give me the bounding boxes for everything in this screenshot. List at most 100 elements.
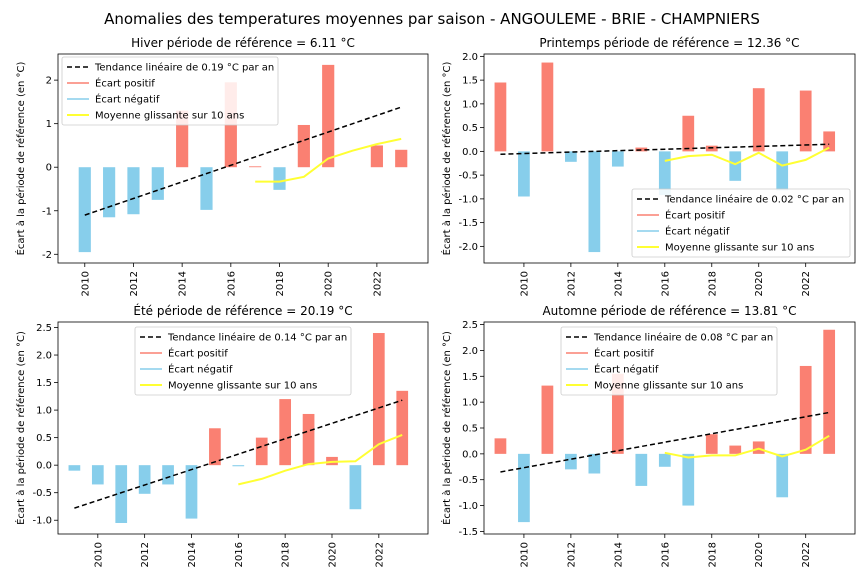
moving-average-line [255, 137, 402, 183]
bar-negative [565, 151, 577, 162]
x-tick-label: 2014 [178, 271, 189, 296]
bar-negative [518, 453, 530, 523]
legend: Tendance linéaire de 0.14 °C par an Écart… [134, 326, 352, 396]
bar-negative [91, 465, 104, 485]
legend-label-pos: Écart positif [594, 347, 654, 360]
y-tick-label: 1.5 [36, 378, 52, 389]
bar-positive [396, 390, 409, 466]
bar-negative [658, 453, 671, 467]
bar-negative [103, 167, 116, 218]
bar-negative [273, 167, 286, 190]
bar-negative [635, 453, 648, 486]
moving-average-line [664, 146, 830, 167]
x-tick-label: 2020 [324, 271, 335, 296]
legend: Tendance linéaire de 0.08 °C par an Écart… [560, 326, 778, 396]
bar-negative [68, 465, 81, 471]
bar-positive [611, 373, 624, 454]
x-tick-label: 2020 [327, 542, 338, 567]
chart-title: Printemps période de référence = 12.36 °… [539, 36, 799, 50]
bar-positive [752, 88, 765, 152]
y-tick-label: 0.5 [36, 433, 52, 444]
legend-box [134, 326, 352, 396]
x-tick-label: 2022 [374, 542, 385, 567]
chart-panel-1: Hiver période de référence = 6.11 °C Écar… [14, 36, 429, 296]
x-tick-label: 2018 [281, 542, 292, 567]
legend-label-neg: Écart négatif [168, 363, 233, 376]
bar-negative [185, 465, 198, 519]
bar-positive [799, 365, 812, 454]
legend-label-trend: Tendance linéaire de 0.02 °C par an [664, 194, 844, 206]
y-tick-label: 1 [46, 119, 52, 130]
y-tick-label: 1.0 [36, 406, 52, 417]
x-tick-label: 2016 [660, 271, 671, 296]
x-tick-label: 2022 [372, 271, 383, 296]
chart-panel-3: Été période de référence = 20.19 °C Écart… [14, 303, 429, 567]
legend: Tendance linéaire de 0.02 °C par an Écart… [631, 188, 851, 258]
y-tick-label: -1.5 [458, 218, 478, 229]
bar-positive [370, 145, 383, 168]
bar-positive [255, 437, 268, 466]
legend-label-ma: Moyenne glissante sur 10 ans [665, 243, 814, 254]
bar-positive [395, 149, 408, 168]
y-tick-label: -2.0 [458, 242, 478, 253]
y-tick-label: -1.5 [458, 527, 478, 538]
bar-negative [151, 167, 164, 200]
x-tick-label: 2018 [707, 271, 718, 296]
y-axis-label: Écart à la période de référence (en °C) [440, 331, 453, 525]
legend-box [560, 326, 778, 396]
y-tick-label: -1.0 [32, 516, 52, 527]
x-tick-label: 2010 [80, 271, 91, 296]
chart-title: Hiver période de référence = 6.11 °C [131, 36, 355, 50]
y-tick-label: -0.5 [458, 475, 478, 486]
y-tick-label: -1.0 [458, 501, 478, 512]
x-tick-label: 2010 [93, 542, 104, 567]
legend-label-pos: Écart positif [95, 77, 155, 90]
x-tick-label: 2020 [754, 271, 765, 296]
legend-label-pos: Écart positif [665, 209, 725, 222]
x-tick-label: 2014 [187, 542, 198, 567]
bar-negative [115, 465, 128, 523]
y-axis-label: Écart à la période de référence (en °C) [14, 62, 27, 256]
y-tick-label: 2 [46, 76, 52, 87]
y-tick-label: -2 [42, 250, 52, 261]
y-tick-label: 2.5 [36, 323, 52, 334]
bar-negative [162, 465, 174, 485]
legend-box [61, 56, 279, 126]
x-tick-label: 2018 [275, 271, 286, 296]
bar-negative [200, 167, 213, 210]
bar-positive [682, 115, 695, 152]
bar-negative [349, 465, 362, 510]
bar-negative [588, 151, 601, 253]
y-tick-label: 1.5 [462, 76, 478, 87]
x-tick-label: 2014 [613, 271, 624, 296]
y-tick-label: 1.0 [462, 99, 478, 110]
chart-panel-4: Automne période de référence = 13.81 °C É… [440, 304, 856, 567]
x-tick-label: 2018 [707, 542, 718, 567]
bar-positive [322, 64, 335, 168]
y-tick-label: -0.5 [32, 488, 52, 499]
y-axis-label: Écart à la période de référence (en °C) [14, 331, 27, 525]
figure-title: Anomalies des temperatures moyennes par … [104, 10, 760, 28]
y-tick-label: 2.0 [36, 351, 52, 362]
x-tick-label: 2012 [129, 271, 140, 296]
x-tick-label: 2022 [801, 542, 812, 567]
x-tick-label: 2020 [754, 542, 765, 567]
bar-negative [776, 453, 789, 498]
bar-positive [302, 413, 315, 466]
x-tick-label: 2016 [234, 542, 245, 567]
bar-positive [729, 445, 742, 454]
bar-negative [565, 453, 577, 470]
y-tick-label: 2.5 [462, 320, 478, 331]
x-tick-label: 2022 [801, 271, 812, 296]
axes-frame [483, 53, 856, 264]
y-axis-label: Écart à la période de référence (en °C) [440, 62, 453, 256]
bar-positive [541, 62, 554, 152]
chart-title: Automne période de référence = 13.81 °C [542, 304, 796, 318]
y-tick-label: -0.5 [458, 171, 478, 182]
legend-label-ma: Moyenne glissante sur 10 ans [168, 381, 317, 392]
x-tick-label: 2016 [226, 271, 237, 296]
axes-frame [57, 321, 429, 535]
legend-label-ma: Moyenne glissante sur 10 ans [95, 111, 244, 122]
bar-negative [682, 453, 695, 506]
